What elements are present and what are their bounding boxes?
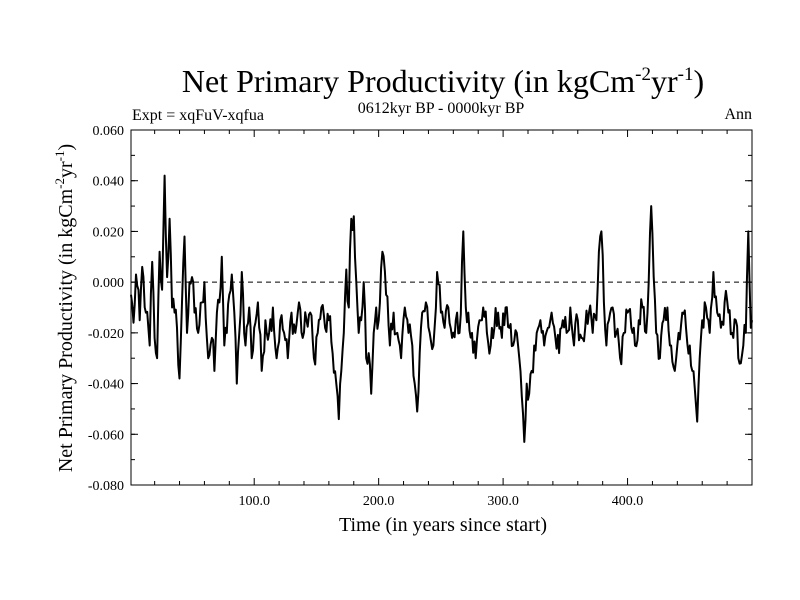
period-label: 0612kyr BP - 0000kyr BP [358, 100, 525, 117]
axis-ticks [131, 129, 752, 486]
y-tick-label: -0.080 [88, 479, 124, 494]
expt-label: Expt = xqFuV-xqfua [132, 107, 264, 124]
season-label: Ann [724, 106, 752, 123]
y-tick-label: 0.000 [93, 276, 125, 291]
x-tick-label: 300.0 [487, 494, 519, 509]
y-axis-label-sup2: -1 [52, 151, 67, 162]
y-axis-label-sup1: -2 [52, 178, 67, 189]
y-tick-label: -0.020 [88, 327, 124, 342]
chart-title-sup2: -1 [678, 64, 694, 85]
x-tick-label: 100.0 [238, 494, 270, 509]
x-tick-label: 200.0 [363, 494, 395, 509]
y-tick-label: 0.020 [93, 225, 125, 240]
y-axis-label-mid: yr [55, 161, 77, 178]
y-tick-label: -0.060 [88, 428, 124, 443]
y-tick-label: -0.040 [88, 378, 124, 393]
chart-title-sup1: -2 [635, 64, 651, 85]
chart-title-mid: yr [651, 63, 678, 99]
x-tick-label: 400.0 [612, 494, 644, 509]
y-axis-label-end: ) [55, 144, 77, 151]
y-tick-label: 0.040 [93, 175, 125, 190]
chart-title-main: Net Primary Productivity (in kgCm [182, 63, 635, 99]
y-axis-label-main: Net Primary Productivity (in kgCm [55, 188, 77, 472]
y-tick-label: 0.060 [93, 124, 125, 139]
axis-tick-labels: 0.060 0.040 0.020 0.000 -0.020 -0.040 -0.060 -0… [88, 124, 643, 509]
chart-title: Net Primary Productivity (in kgCm-2yr-1) [182, 63, 704, 99]
x-axis-label: Time (in years since start) [339, 514, 547, 536]
chart-title-end: ) [693, 63, 704, 99]
series-line-npp [130, 174, 753, 443]
y-axis-label: Net Primary Productivity (in kgCm-2yr-1) [52, 144, 77, 472]
